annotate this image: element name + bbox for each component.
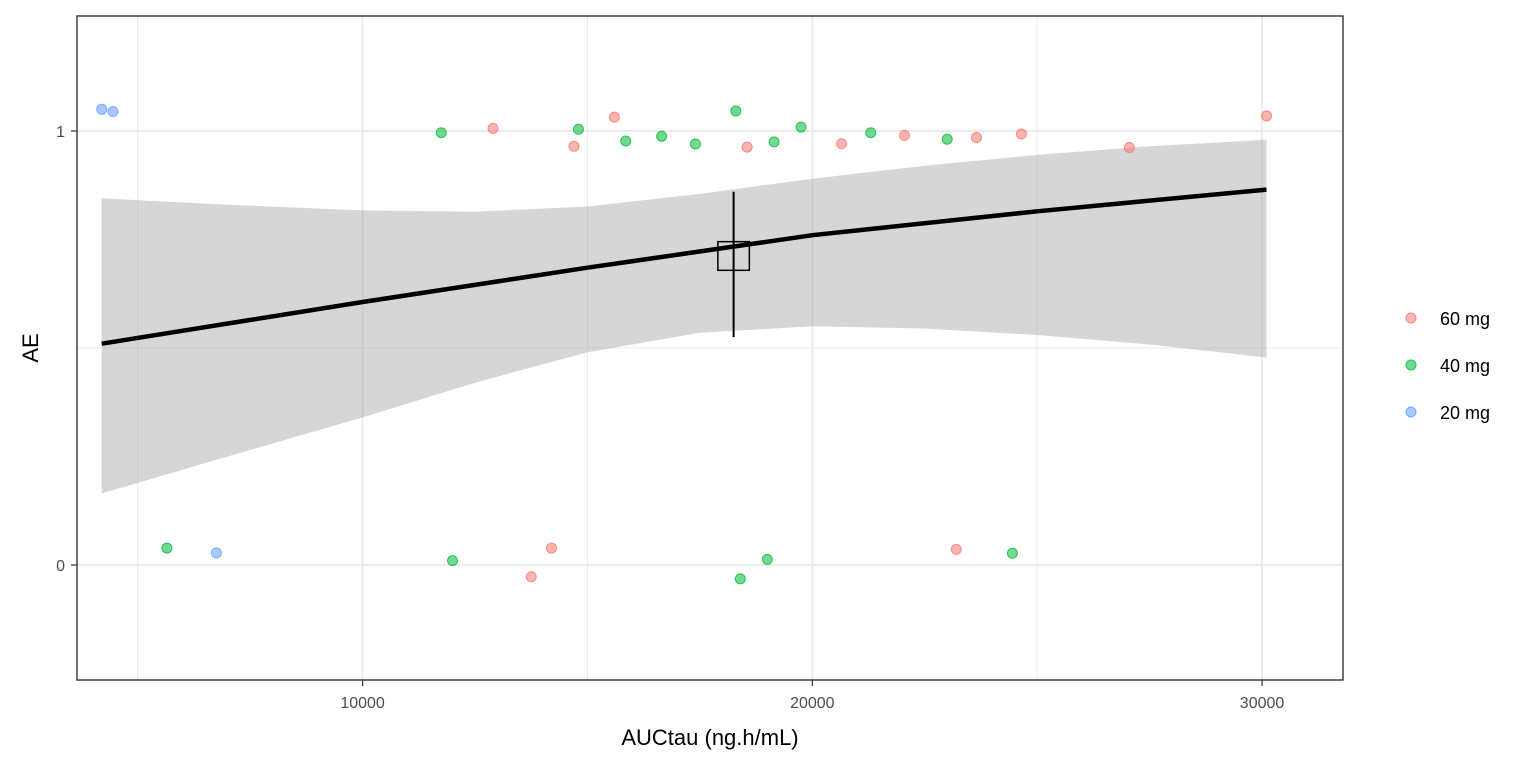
legend-label: 20 mg [1440,403,1490,423]
point-60-mg [950,543,962,555]
point-40-mg [761,553,773,565]
x-axis-title: AUCtau (ng.h/mL) [621,725,798,750]
panel-border [76,15,1344,681]
point-20-mg [107,105,119,117]
summary-box [717,240,751,272]
point-40-mg [689,138,701,150]
legend-label: 60 mg [1440,309,1490,329]
point-40-mg [865,127,877,139]
point-20-mg [96,103,108,115]
confidence-band [101,139,1267,494]
point-60-mg [1123,141,1135,153]
y-axis-title: AE [18,333,43,362]
x-axis: 10000 20000 30000 [340,680,1284,712]
fit-line [101,187,1267,346]
point-40-mg [768,136,780,148]
point-40-mg [161,542,173,554]
y-tick-label: 0 [56,558,65,575]
x-tick-label: 30000 [1240,695,1285,712]
point-60-mg [608,111,620,123]
y-tick-label: 1 [56,124,65,141]
point-40-mg [941,133,953,145]
point-60-mg [1261,110,1273,122]
major-gridlines [77,16,1343,680]
legend-key [1405,312,1417,324]
point-40-mg [447,555,459,567]
point-60-mg [899,129,911,141]
minor-gridlines [77,16,1343,680]
x-tick-label: 10000 [340,695,385,712]
point-60-mg [545,542,557,554]
point-40-mg [795,121,807,133]
point-40-mg [656,130,668,142]
point-40-mg [734,573,746,585]
point-60-mg [1015,128,1027,140]
plot-panel [76,15,1344,681]
point-60-mg [741,141,753,153]
point-60-mg [525,571,537,583]
legend-key [1405,359,1417,371]
legend: 60 mg 40 mg 20 mg [1405,309,1490,423]
point-40-mg [730,105,742,117]
point-40-mg [1006,547,1018,559]
y-axis: 01 [56,124,77,575]
data-points [96,103,1273,585]
legend-label: 40 mg [1440,356,1490,376]
point-60-mg [568,140,580,152]
point-20-mg [210,547,222,559]
summary-point [717,191,751,338]
legend-key [1405,406,1417,418]
x-tick-label: 20000 [790,695,835,712]
point-60-mg [970,132,982,144]
point-60-mg [487,122,499,134]
point-60-mg [836,138,848,150]
point-40-mg [620,135,632,147]
point-40-mg [435,127,447,139]
point-40-mg [572,123,584,135]
